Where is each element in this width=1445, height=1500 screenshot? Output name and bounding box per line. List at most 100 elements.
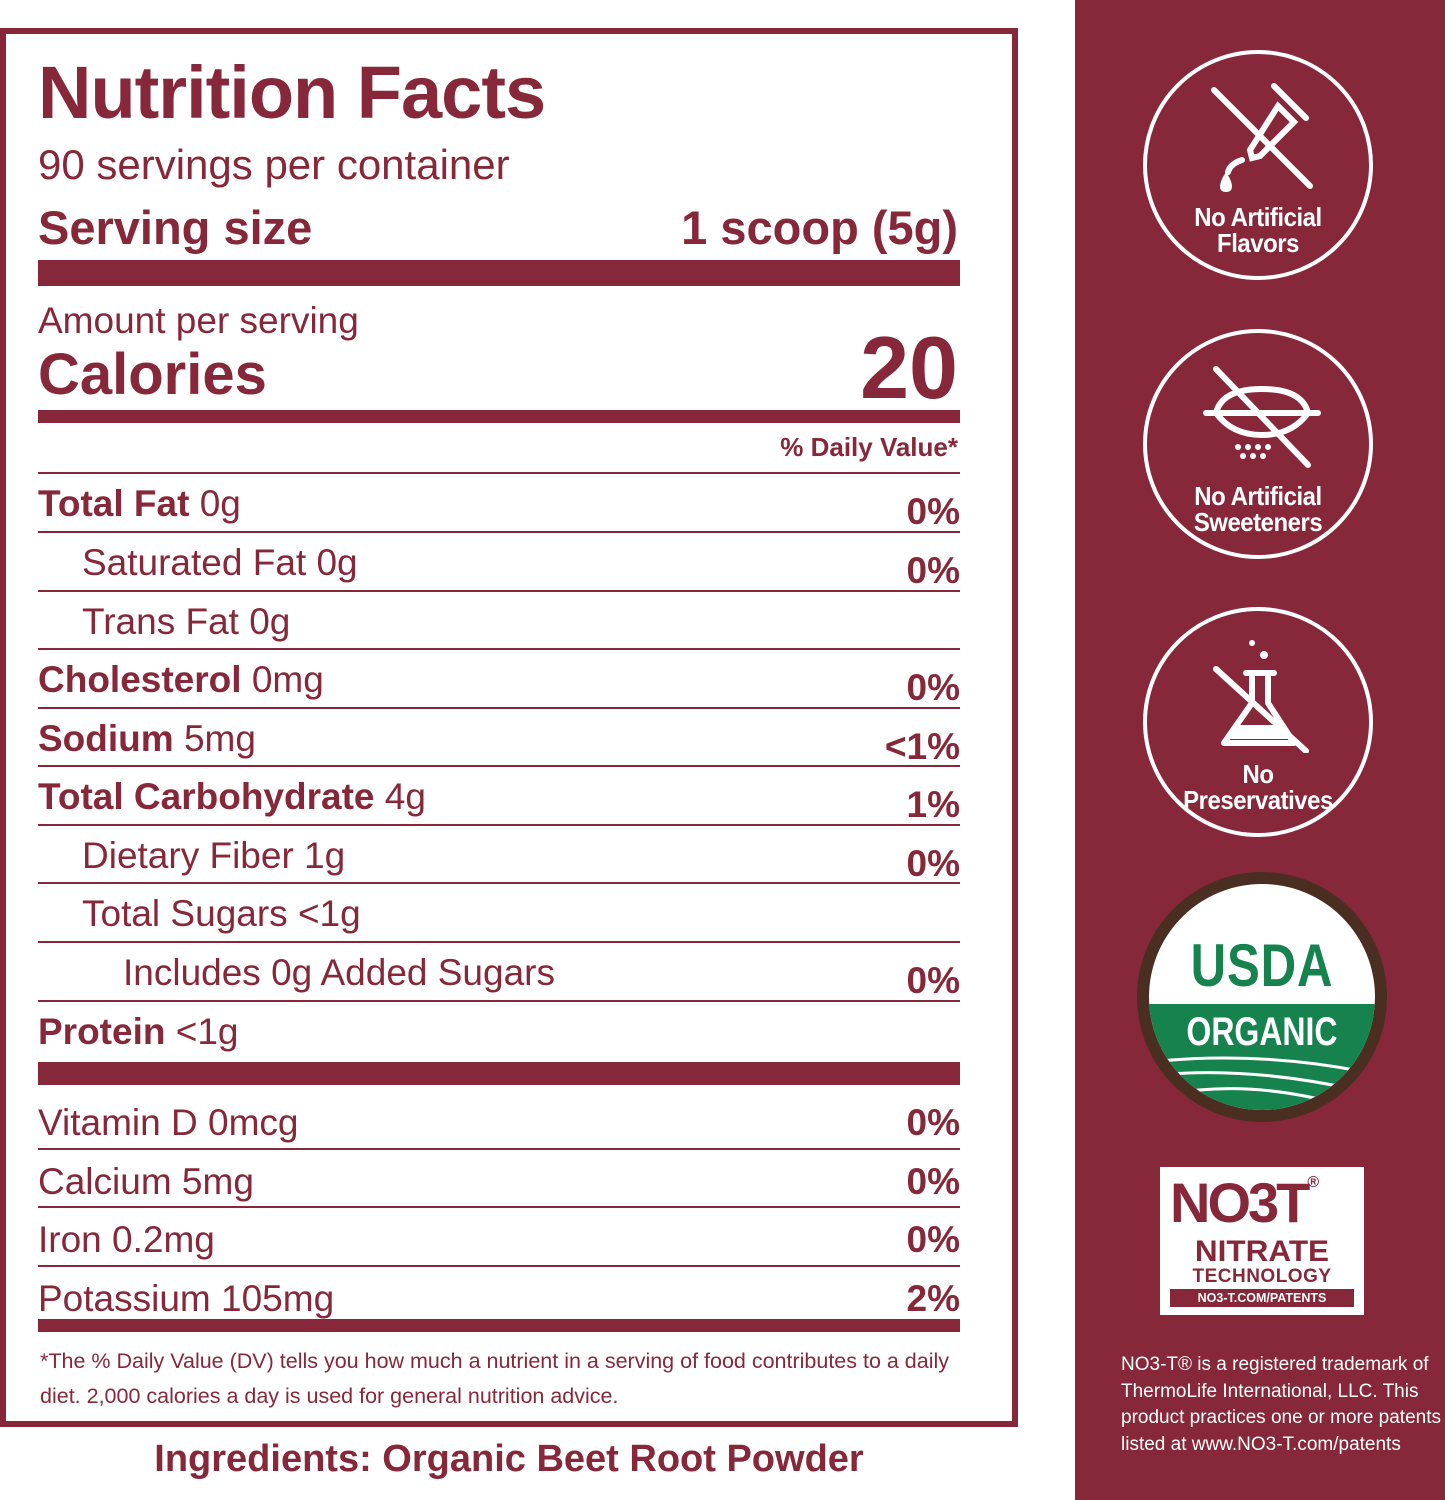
badge-line2: Sweeteners <box>1193 507 1323 537</box>
medium-divider <box>38 1319 960 1332</box>
row-divider <box>38 648 960 650</box>
row-divider <box>38 1148 960 1150</box>
vitamin-daily-value: 2% <box>906 1278 960 1319</box>
calories-label: Calories <box>38 342 267 407</box>
vitamin-daily-value: 0% <box>906 1102 960 1143</box>
flask-icon <box>1213 640 1309 753</box>
calories-value: 20 <box>860 318 958 417</box>
nutrient-name: Total Carbohydrate <box>38 776 375 817</box>
usda-band: ORGANIC <box>1149 1004 1375 1054</box>
nutrient-name: Total Fat <box>38 483 190 524</box>
no3t-logo: NO3T® <box>1170 1175 1319 1231</box>
row-divider <box>38 707 960 709</box>
nutrient-daily-value: <1% <box>884 726 960 767</box>
usda-field <box>1149 1054 1375 1110</box>
badge-no-artificial-flavors: No Artificial Flavors <box>1143 50 1373 280</box>
dropper-icon <box>1211 83 1313 192</box>
nutrient-name: Protein <box>38 1011 166 1052</box>
row-divider <box>38 1265 960 1267</box>
nutrient-row: Total Fat 0g 0% <box>38 475 960 533</box>
nutrient-row: Dietary Fiber 1g 0% <box>38 827 960 885</box>
trademark-notice: NO3-T® is a registered trademark of Ther… <box>1121 1354 1442 1455</box>
usda-organic-text: ORGANIC <box>1186 1010 1338 1054</box>
nutrient-daily-value: 0% <box>906 843 960 884</box>
vitamin-label: Vitamin D 0mcg <box>38 1102 299 1143</box>
row-divider <box>38 765 960 767</box>
nutrient-amount: Includes 0g Added Sugars <box>123 952 555 993</box>
nutrient-row: Sodium 5mg <1% <box>38 710 960 768</box>
nutrient-row: Cholesterol 0mg 0% <box>38 651 960 709</box>
registered-mark: ® <box>1307 1174 1320 1191</box>
badge-text: No Preservatives <box>1156 761 1360 813</box>
badge-line2: Preservatives <box>1183 785 1333 815</box>
nutrient-daily-value: 0% <box>906 667 960 708</box>
usda-text: USDA <box>1190 932 1334 999</box>
badge-no-preservatives: No Preservatives <box>1143 607 1373 837</box>
vitamin-label: Iron 0.2mg <box>38 1219 215 1260</box>
vitamin-label: Potassium 105mg <box>38 1278 335 1319</box>
servings-per-container: 90 servings per container <box>38 141 510 188</box>
vitamin-row: Vitamin D 0mcg 0% <box>38 1092 960 1150</box>
nutrient-amount: 0g <box>189 483 241 524</box>
no3t-logo-box: NO3T® NITRATE TECHNOLOGY NO3-T.COM/PATEN… <box>1160 1167 1364 1315</box>
nutrient-amount: Total Sugars <1g <box>82 893 361 934</box>
vitamin-daily-value: 0% <box>906 1219 960 1260</box>
nutrient-label: Total Fat 0g <box>38 485 241 522</box>
badge-line2: Flavors <box>1217 228 1299 258</box>
field-lines-icon <box>1149 1056 1375 1110</box>
nutrient-amount: Saturated Fat 0g <box>82 542 358 583</box>
usda-seal-inner: USDA ORGANIC <box>1149 884 1375 1110</box>
amount-per-serving-label: Amount per serving <box>38 300 359 341</box>
vitamin-daily-value: 0% <box>906 1161 960 1202</box>
usda-organic-seal: USDA ORGANIC <box>1137 872 1387 1122</box>
nutrient-amount: 4g <box>374 776 426 817</box>
row-divider <box>38 941 960 943</box>
nutrient-row: Includes 0g Added Sugars 0% <box>38 944 960 1002</box>
nutrient-row: Saturated Fat 0g 0% <box>38 534 960 592</box>
vitamin-row: Calcium 5mg 0% <box>38 1151 960 1209</box>
row-divider <box>38 1206 960 1208</box>
nutrient-row: Total Sugars <1g <box>38 885 960 943</box>
thick-divider <box>38 260 960 286</box>
medium-divider <box>38 410 960 423</box>
nutrient-name: Sodium <box>38 718 174 759</box>
nutrient-row: Trans Fat 0g <box>38 593 960 651</box>
row-divider <box>38 590 960 592</box>
serving-size-value: 1 scoop (5g) <box>681 201 958 254</box>
nutrient-label: Total Sugars <1g <box>82 895 361 932</box>
nutrient-label: Includes 0g Added Sugars <box>123 954 555 991</box>
badge-line1: No Artificial <box>1194 481 1322 511</box>
row-divider <box>38 882 960 884</box>
badge-text: No Artificial Flavors <box>1156 204 1360 256</box>
badge-line1: No Artificial <box>1194 202 1322 232</box>
daily-value-header: % Daily Value* <box>780 432 958 462</box>
no3t-logo-text: NO3T <box>1170 1171 1310 1234</box>
nutrient-label: Protein <1g <box>38 1013 239 1050</box>
nutrient-daily-value: 1% <box>906 784 960 825</box>
vitamin-row: Iron 0.2mg 0% <box>38 1209 960 1267</box>
sweetener-icon <box>1203 366 1321 468</box>
nutrient-daily-value: 0% <box>906 960 960 1001</box>
nutrient-label: Trans Fat 0g <box>82 603 290 640</box>
row-divider <box>38 1000 960 1002</box>
badge-line1: No <box>1242 759 1274 789</box>
nutrient-label: Saturated Fat 0g <box>82 544 358 581</box>
nutrition-facts-panel: Nutrition Facts 90 servings per containe… <box>0 28 1018 1427</box>
nutrient-row: Protein <1g <box>38 1003 960 1061</box>
badge-no-artificial-sweeteners: No Artificial Sweeteners <box>1143 329 1373 559</box>
nutrient-label: Dietary Fiber 1g <box>82 837 345 874</box>
nutrient-daily-value: 0% <box>906 550 960 591</box>
row-divider <box>38 531 960 533</box>
no3t-nitrate-text: NITRATE <box>1194 1235 1330 1268</box>
nutrient-name: Cholesterol <box>38 659 242 700</box>
nutrient-amount: Dietary Fiber 1g <box>82 835 346 876</box>
nutrient-amount: 5mg <box>173 718 256 759</box>
nutrient-label: Cholesterol 0mg <box>38 661 324 698</box>
thick-divider <box>38 1062 960 1085</box>
nutrition-title: Nutrition Facts <box>38 51 546 134</box>
badge-text: No Artificial Sweeteners <box>1156 483 1360 535</box>
no3t-technology-text: TECHNOLOGY <box>1192 1266 1332 1287</box>
ingredients-line: Ingredients: Organic Beet Root Powder <box>154 1438 864 1480</box>
nutrient-amount: Trans Fat 0g <box>82 601 291 642</box>
daily-value-footnote: *The % Daily Value (DV) tells you how mu… <box>40 1349 950 1408</box>
